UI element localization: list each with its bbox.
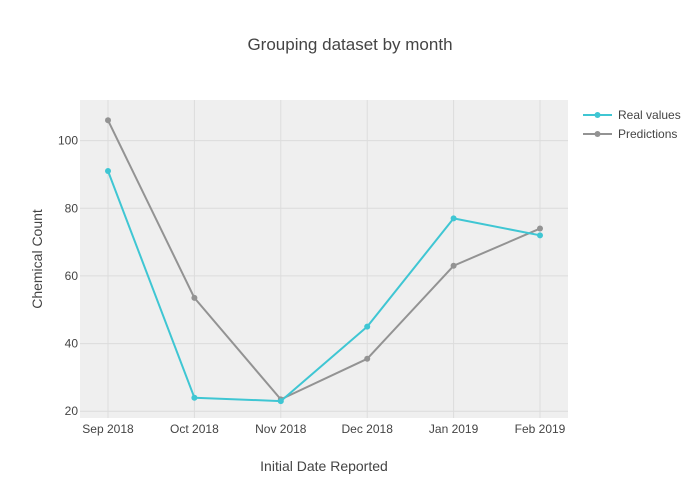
data-point [191, 394, 198, 401]
legend-swatch-marker [594, 131, 601, 137]
y-tick-label: 80 [65, 201, 79, 215]
series-group [105, 117, 543, 405]
legend-label: Real values [618, 108, 681, 122]
x-tick-label: Nov 2018 [255, 422, 307, 436]
data-point [537, 232, 543, 239]
x-tick-label: Feb 2019 [515, 422, 566, 436]
data-point [105, 168, 111, 175]
y-tick-label: 100 [58, 134, 78, 148]
x-tick-label: Oct 2018 [170, 422, 219, 436]
x-axis-title: Initial Date Reported [260, 458, 388, 474]
legend-label: Predictions [618, 127, 677, 141]
x-tick-labels: Sep 2018 Oct 2018 Nov 2018 Dec 2018 Jan 2019… [82, 422, 565, 436]
series-real-values [105, 168, 543, 405]
data-point [277, 398, 284, 405]
y-tick-label: 60 [65, 269, 79, 283]
data-point [537, 225, 543, 232]
data-point [450, 262, 457, 269]
data-point [364, 323, 371, 330]
plot-background [80, 100, 568, 418]
series-line [107, 119, 541, 401]
data-point [364, 355, 371, 362]
legend-swatch-marker [594, 112, 601, 118]
legend: Real values Predictions [583, 108, 681, 141]
x-tick-label: Jan 2019 [429, 422, 479, 436]
y-tick-label: 40 [65, 337, 79, 351]
data-point [105, 117, 111, 124]
x-tick-label: Dec 2018 [342, 422, 394, 436]
y-tick-labels: 20 40 60 80 100 [58, 134, 78, 419]
y-axis-title: Chemical Count [29, 209, 45, 309]
x-tick-label: Sep 2018 [82, 422, 134, 436]
legend-item: Real values [583, 108, 681, 122]
chart-title: Grouping dataset by month [247, 35, 452, 54]
series-line [107, 170, 541, 403]
grid-lines [80, 100, 568, 418]
y-tick-label: 20 [65, 404, 79, 418]
data-point [191, 294, 198, 301]
legend-item: Predictions [583, 127, 677, 141]
data-point [450, 215, 457, 222]
series-predictions [105, 117, 543, 403]
